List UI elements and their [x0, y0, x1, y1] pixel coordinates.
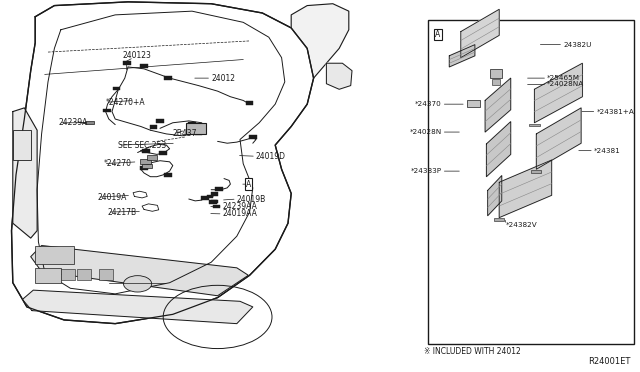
- Text: 240123: 240123: [123, 51, 152, 60]
- Bar: [213, 205, 220, 208]
- Bar: [529, 124, 540, 126]
- Bar: [246, 101, 253, 105]
- Bar: [209, 200, 217, 204]
- Text: *24028NA: *24028NA: [547, 81, 584, 87]
- Polygon shape: [536, 108, 581, 169]
- Bar: [492, 79, 500, 85]
- Text: R24001ET: R24001ET: [588, 357, 630, 366]
- Text: 24012: 24012: [211, 74, 236, 83]
- Bar: [85, 121, 94, 124]
- Text: *24381: *24381: [594, 148, 621, 154]
- Polygon shape: [499, 160, 552, 218]
- Bar: [142, 149, 150, 153]
- Bar: [159, 151, 167, 155]
- Bar: [77, 269, 91, 280]
- Bar: [142, 164, 152, 168]
- Text: 2B437: 2B437: [173, 129, 197, 138]
- Text: 24382U: 24382U: [563, 42, 591, 48]
- Bar: [103, 109, 111, 112]
- Bar: [140, 64, 148, 68]
- Text: *24381+A: *24381+A: [596, 109, 634, 115]
- Text: 24239AA: 24239AA: [223, 202, 257, 211]
- Bar: [467, 100, 480, 107]
- Polygon shape: [488, 176, 502, 216]
- Bar: [531, 170, 541, 173]
- Text: 24019B: 24019B: [237, 195, 266, 203]
- Bar: [156, 119, 164, 123]
- Bar: [150, 125, 157, 129]
- Bar: [113, 87, 120, 90]
- Polygon shape: [22, 290, 253, 324]
- Bar: [195, 131, 202, 135]
- Text: 24019AA: 24019AA: [223, 209, 257, 218]
- Text: *24028N: *24028N: [410, 129, 442, 135]
- Polygon shape: [485, 78, 511, 132]
- Polygon shape: [291, 4, 349, 78]
- Polygon shape: [13, 108, 37, 238]
- Polygon shape: [449, 45, 475, 67]
- Bar: [99, 269, 113, 280]
- Text: 24019D: 24019D: [256, 152, 286, 161]
- Text: *24382V: *24382V: [506, 222, 538, 228]
- Bar: [207, 195, 213, 198]
- Bar: [249, 135, 257, 139]
- Bar: [211, 192, 218, 196]
- Bar: [164, 76, 172, 80]
- Bar: [123, 61, 131, 65]
- Text: *24370: *24370: [415, 101, 442, 107]
- Bar: [13, 130, 31, 160]
- Bar: [35, 268, 61, 283]
- Bar: [490, 69, 502, 78]
- Bar: [140, 159, 151, 164]
- Bar: [35, 246, 74, 264]
- Bar: [188, 122, 196, 125]
- Bar: [201, 196, 209, 200]
- Bar: [186, 123, 206, 134]
- Bar: [494, 218, 504, 221]
- Text: 24019A: 24019A: [97, 193, 127, 202]
- Polygon shape: [326, 63, 352, 89]
- Text: *24270: *24270: [104, 159, 132, 168]
- Bar: [428, 20, 634, 344]
- Text: 24217B: 24217B: [108, 208, 137, 217]
- Text: *24270+A: *24270+A: [106, 98, 145, 107]
- Bar: [215, 187, 223, 191]
- Polygon shape: [486, 122, 511, 177]
- Polygon shape: [461, 9, 499, 58]
- Text: SEE SEC.253: SEE SEC.253: [118, 141, 166, 150]
- Text: A: A: [435, 30, 440, 39]
- Polygon shape: [31, 246, 248, 296]
- Bar: [61, 269, 75, 280]
- Circle shape: [124, 276, 152, 292]
- Bar: [147, 155, 157, 160]
- Bar: [140, 166, 148, 170]
- Polygon shape: [12, 2, 314, 324]
- Text: ※ INCLUDED WITH 24012: ※ INCLUDED WITH 24012: [424, 347, 521, 356]
- Polygon shape: [534, 63, 582, 123]
- Text: *24383P: *24383P: [410, 168, 442, 174]
- Bar: [164, 173, 172, 177]
- Text: A: A: [246, 180, 251, 189]
- Text: *25465M: *25465M: [547, 75, 580, 81]
- Text: 24239A: 24239A: [59, 118, 88, 127]
- Bar: [211, 200, 218, 203]
